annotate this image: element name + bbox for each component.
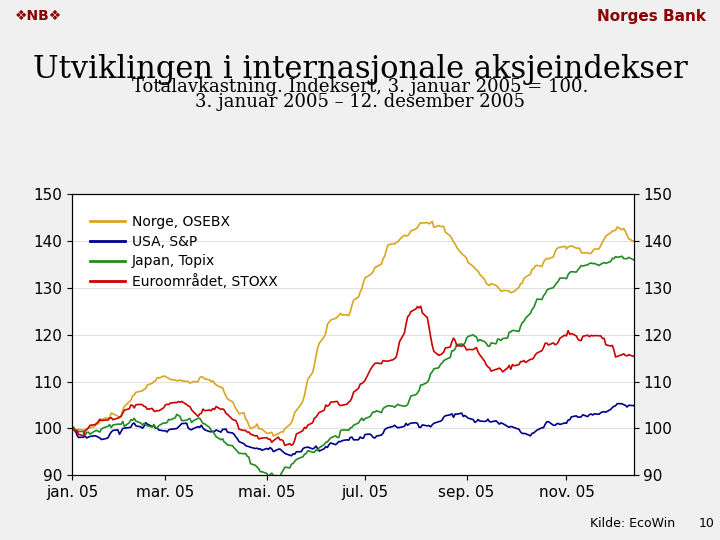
Line: USA, S&P: USA, S&P: [72, 403, 634, 456]
Text: Norges Bank: Norges Bank: [597, 9, 706, 24]
Legend: Norge, OSEBX, USA, S&P, Japan, Topix, Euroområdet, STOXX: Norge, OSEBX, USA, S&P, Japan, Topix, Eu…: [84, 210, 283, 294]
Euroområdet, STOXX: [281, 442, 289, 449]
USA, S&P: [68, 425, 76, 431]
Text: Totalavkastning. Indeksert, 3. januar 2005 = 100.: Totalavkastning. Indeksert, 3. januar 20…: [132, 78, 588, 96]
Norge, OSEBX: [279, 429, 287, 435]
Euroområdet, STOXX: [495, 365, 504, 372]
Euroområdet, STOXX: [68, 425, 76, 431]
Euroområdet, STOXX: [618, 352, 626, 358]
USA, S&P: [613, 400, 621, 407]
Japan, Topix: [104, 423, 112, 430]
Norge, OSEBX: [372, 264, 381, 270]
Euroområdet, STOXX: [277, 436, 286, 443]
Line: Japan, Topix: Japan, Topix: [72, 256, 634, 477]
Japan, Topix: [68, 425, 76, 431]
Line: Norge, OSEBX: Norge, OSEBX: [72, 221, 634, 436]
Norge, OSEBX: [495, 286, 504, 292]
Line: Euroområdet, STOXX: Euroområdet, STOXX: [72, 306, 634, 445]
Norge, OSEBX: [618, 227, 626, 233]
Norge, OSEBX: [428, 218, 436, 225]
Japan, Topix: [618, 253, 626, 260]
USA, S&P: [277, 447, 286, 454]
Japan, Topix: [629, 256, 638, 263]
Text: Utviklingen i internasjonale aksjeindekser: Utviklingen i internasjonale aksjeindeks…: [32, 54, 688, 85]
USA, S&P: [372, 433, 381, 440]
Japan, Topix: [613, 254, 621, 261]
Euroområdet, STOXX: [416, 303, 425, 309]
Japan, Topix: [276, 474, 284, 480]
Japan, Topix: [372, 408, 381, 414]
Japan, Topix: [493, 336, 502, 342]
Euroområdet, STOXX: [372, 360, 381, 366]
USA, S&P: [104, 435, 112, 441]
Text: ❖NB❖: ❖NB❖: [14, 9, 62, 23]
Euroområdet, STOXX: [104, 417, 112, 423]
Norge, OSEBX: [104, 415, 112, 422]
USA, S&P: [299, 446, 307, 452]
USA, S&P: [629, 402, 638, 409]
Norge, OSEBX: [629, 238, 638, 245]
USA, S&P: [618, 401, 626, 407]
Japan, Topix: [279, 467, 287, 474]
USA, S&P: [493, 419, 502, 426]
Norge, OSEBX: [269, 433, 278, 439]
Norge, OSEBX: [68, 425, 76, 431]
Japan, Topix: [299, 454, 307, 460]
USA, S&P: [287, 453, 296, 459]
Norge, OSEBX: [299, 397, 307, 404]
Euroområdet, STOXX: [629, 353, 638, 360]
Text: 10: 10: [698, 517, 714, 530]
Euroområdet, STOXX: [299, 428, 307, 434]
Text: Kilde: EcoWin: Kilde: EcoWin: [590, 517, 675, 530]
Text: 3. januar 2005 – 12. desember 2005: 3. januar 2005 – 12. desember 2005: [195, 93, 525, 111]
